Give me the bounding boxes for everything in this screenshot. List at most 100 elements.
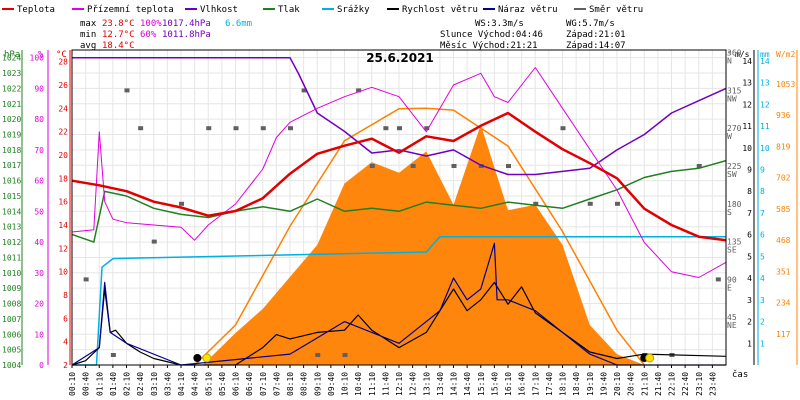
hpa-tick-label: 1006 xyxy=(2,330,21,339)
mm-tick-label: 12 xyxy=(760,100,770,109)
x-tick-label: 16:40 xyxy=(518,372,527,396)
ms-tick-label: 10 xyxy=(742,144,752,153)
mm-tick-label: 7 xyxy=(760,209,765,218)
ms-tick-label: 14 xyxy=(742,57,752,66)
x-tick-label: 15:10 xyxy=(477,372,486,396)
humidity-line xyxy=(72,56,727,176)
x-tick-label: 22:10 xyxy=(668,372,677,396)
stats-min-pressure: 1011.8hPa xyxy=(162,30,211,40)
legend-label-teplota: Teplota xyxy=(17,5,55,15)
mm-tick-label: 2 xyxy=(760,318,765,327)
pct-tick-label: 100 xyxy=(30,54,45,63)
info-wind-speed: WS:3.3m/s xyxy=(475,19,524,29)
ms-tick-label: 8 xyxy=(747,187,752,196)
x-tick-label: 17:10 xyxy=(531,372,540,396)
ms-tick-label: 7 xyxy=(747,209,752,218)
stats-min-label: min xyxy=(80,30,96,40)
mm-tick-label: 1 xyxy=(760,339,765,348)
wind-direction-point xyxy=(560,126,566,131)
x-tick-label: 06:40 xyxy=(245,372,254,396)
hpa-tick-label: 1019 xyxy=(2,131,21,140)
dir-tick-label: NW xyxy=(727,94,737,103)
solar-theoretical-line xyxy=(194,107,645,366)
ms-tick-label: 2 xyxy=(747,318,752,327)
mm-tick-label: 8 xyxy=(760,187,765,196)
pct-tick-label: 50 xyxy=(34,207,44,216)
dir-tick-label: SE xyxy=(727,246,737,255)
wind-direction-point xyxy=(410,164,416,168)
hpa-tick-label: 1022 xyxy=(2,84,21,93)
degc-tick-label: 14 xyxy=(58,221,68,230)
chart-title: 25.6.2021 xyxy=(366,51,434,65)
x-tick-label: 17:40 xyxy=(545,372,554,396)
x-tick-label: 07:40 xyxy=(272,372,281,396)
mm-tick-label: 4 xyxy=(760,274,765,283)
x-tick-label: 23:10 xyxy=(695,372,704,396)
stats-max-humidity: 100% xyxy=(140,19,162,29)
ms-tick-label: 13 xyxy=(742,79,752,88)
wind-direction-point xyxy=(506,164,511,168)
wind-direction-point xyxy=(397,126,402,131)
degc-tick-label: 24 xyxy=(58,104,68,113)
pct-tick-label: 60 xyxy=(34,177,44,186)
pct-tick-label: 70 xyxy=(34,146,44,155)
x-tick-label: 14:10 xyxy=(450,372,459,396)
wind-direction-point xyxy=(83,277,89,282)
x-tick-label: 00:10 xyxy=(68,372,77,396)
stats-max-pressure: 1017.4hPa xyxy=(162,19,211,29)
dir-tick-label: W xyxy=(727,132,732,141)
x-tick-label: 19:40 xyxy=(599,372,608,396)
wind-direction-point xyxy=(383,126,389,131)
dir-tick-label: 270 xyxy=(727,124,742,133)
x-tick-label: 19:10 xyxy=(586,372,595,396)
wind-direction-point xyxy=(696,164,702,168)
x-tick-label: 06:10 xyxy=(232,372,241,396)
hpa-tick-label: 1011 xyxy=(2,253,21,262)
x-tick-label: 18:10 xyxy=(559,372,568,396)
wind-gust-line xyxy=(71,242,726,366)
degc-unit-label: °C xyxy=(56,50,67,60)
dir-tick-label: SW xyxy=(727,170,737,179)
x-tick-label: 18:40 xyxy=(572,372,581,396)
wm2-tick-label: 468 xyxy=(776,236,791,245)
x-tick-label: 08:10 xyxy=(286,372,295,396)
mm-tick-label: 14 xyxy=(760,57,770,66)
degc-tick-label: 12 xyxy=(58,244,68,253)
dir-tick-label: E xyxy=(727,283,732,292)
pct-tick-label: 40 xyxy=(34,238,44,247)
x-tick-label: 02:10 xyxy=(123,372,132,396)
hpa-tick-label: 1018 xyxy=(2,146,21,155)
temperature-line xyxy=(71,111,727,242)
wind-direction-point xyxy=(233,126,239,131)
pct-tick-label: 30 xyxy=(34,269,44,278)
pressure-line xyxy=(71,159,727,243)
hpa-tick-label: 1020 xyxy=(2,115,21,124)
dir-tick-label: 90 xyxy=(727,275,737,284)
hpa-tick-label: 1013 xyxy=(2,223,21,232)
ms-unit-label: m/s xyxy=(735,50,750,59)
info-sunset: Západ:21:01 xyxy=(566,30,626,40)
legend-label-prizemni: Přízemní teplota xyxy=(87,5,174,15)
pct-tick-label: 10 xyxy=(34,330,44,339)
stats-avg-temp: 18.4°C xyxy=(102,41,135,51)
ground-temperature-line xyxy=(71,67,727,278)
x-tick-label: 22:40 xyxy=(681,372,690,396)
wind-direction-point xyxy=(424,126,430,131)
degc-tick-label: 16 xyxy=(58,198,68,207)
wind-direction-point xyxy=(451,164,457,168)
wind-direction-point xyxy=(206,126,212,131)
x-tick-label: 13:10 xyxy=(422,372,431,396)
mm-tick-label: 11 xyxy=(760,122,770,131)
x-tick-label: 16:10 xyxy=(504,372,513,396)
wind-direction-point xyxy=(315,353,321,357)
pct-tick-label: 20 xyxy=(34,300,44,309)
wind-direction-point xyxy=(715,277,721,282)
degc-tick-label: 22 xyxy=(58,128,68,137)
x-tick-label: 20:40 xyxy=(627,372,636,396)
pct-unit-label: % xyxy=(38,50,44,60)
mm-tick-label: 9 xyxy=(760,165,765,174)
hpa-tick-label: 1010 xyxy=(2,269,21,278)
x-tick-label: 23:40 xyxy=(708,372,717,396)
legend-label-vlhkost: Vlhkost xyxy=(200,5,238,15)
hpa-tick-label: 1005 xyxy=(2,346,21,355)
